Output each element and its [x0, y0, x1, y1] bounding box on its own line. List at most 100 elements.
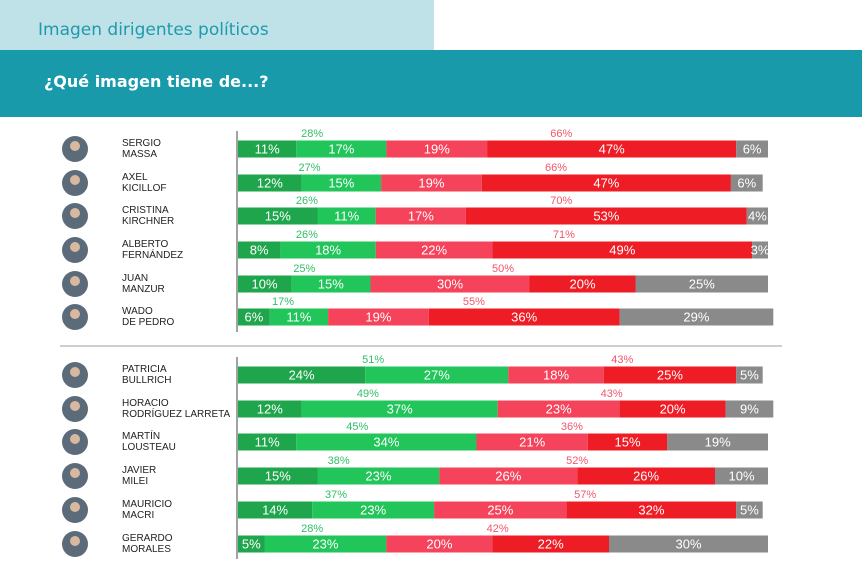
- bar-segment-somewhat-negative: [386, 535, 493, 553]
- negative-total-label: 71%: [553, 229, 575, 241]
- segment-value-label: 23%: [360, 503, 386, 518]
- bar-segment-very-negative: [619, 400, 726, 418]
- segment-value-label: 30%: [675, 537, 701, 552]
- bar-segment-somewhat-negative: [434, 501, 567, 519]
- avatar-face: [70, 242, 80, 252]
- segment-value-label: 10%: [251, 277, 277, 292]
- positive-total-label: 17%: [272, 296, 294, 308]
- bar-segment-positive: [365, 366, 509, 384]
- avatar-face: [70, 141, 80, 151]
- segment-value-label: 22%: [538, 537, 564, 552]
- bar-segment-very-negative: [487, 140, 737, 158]
- bar-segment-very-positive: [238, 275, 291, 293]
- candidate-name: MACRI: [122, 510, 154, 521]
- bar-segment-very-positive: [238, 140, 297, 158]
- positive-total-label: 51%: [362, 354, 384, 366]
- segment-value-label: 26%: [495, 469, 521, 484]
- candidate-name: ALBERTO: [122, 239, 169, 250]
- segment-value-label: 37%: [387, 402, 413, 417]
- bar-segment-somewhat-negative: [508, 366, 604, 384]
- candidate-name: HORACIO: [122, 398, 169, 409]
- bar-segment-positive: [317, 467, 440, 485]
- segment-value-label: 15%: [265, 209, 291, 224]
- avatar-face: [70, 401, 80, 411]
- segment-value-label: 20%: [569, 277, 595, 292]
- bar-segment-very-negative: [465, 207, 747, 225]
- candidate-name: BULLRICH: [122, 375, 171, 386]
- avatar-face: [70, 208, 80, 218]
- segment-value-label: 23%: [312, 537, 338, 552]
- segment-value-label: 24%: [289, 368, 315, 383]
- bar-segment-very-positive: [238, 433, 297, 451]
- bar-segment-very-positive: [238, 241, 281, 259]
- negative-total-label: 43%: [611, 354, 633, 366]
- bar-segment-unknown: [730, 174, 763, 192]
- segment-value-label: 17%: [328, 142, 354, 157]
- positive-total-label: 26%: [296, 195, 318, 207]
- positive-total-label: 37%: [325, 489, 347, 501]
- bar-segment-unknown: [715, 467, 768, 485]
- segment-value-label: 17%: [408, 209, 434, 224]
- segment-value-label: 19%: [424, 142, 450, 157]
- positive-total-label: 28%: [301, 128, 323, 140]
- segment-value-label: 15%: [265, 469, 291, 484]
- positive-total-label: 28%: [301, 523, 323, 535]
- segment-value-label: 34%: [373, 435, 399, 450]
- avatar-face: [70, 175, 80, 185]
- avatar-face: [70, 367, 80, 377]
- segment-value-label: 11%: [286, 310, 311, 325]
- section-tab: Imagen dirigentes políticos: [0, 0, 434, 50]
- positive-total-label: 38%: [328, 455, 350, 467]
- segment-value-label: 3%: [751, 243, 770, 258]
- segment-value-label: 11%: [255, 435, 280, 450]
- segment-value-label: 4%: [748, 209, 767, 224]
- segment-value-label: 11%: [255, 142, 280, 157]
- bar-segment-very-positive: [238, 535, 265, 553]
- positive-total-label: 26%: [296, 229, 318, 241]
- segment-value-label: 36%: [511, 310, 537, 325]
- segment-value-label: 15%: [328, 176, 354, 191]
- segment-value-label: 5%: [740, 368, 759, 383]
- negative-total-label: 66%: [545, 162, 567, 174]
- bar-segment-positive: [301, 174, 382, 192]
- bar-segment-somewhat-negative: [375, 241, 493, 259]
- avatar-face: [70, 434, 80, 444]
- candidate-name: CRISTINA: [122, 205, 169, 216]
- bar-segment-unknown: [736, 366, 763, 384]
- bar-segment-positive: [264, 535, 387, 553]
- bar-segment-unknown: [667, 433, 768, 451]
- positive-total-label: 27%: [299, 162, 321, 174]
- negative-total-label: 52%: [566, 455, 588, 467]
- bar-segment-positive: [317, 207, 376, 225]
- candidate-name: KIRCHNER: [122, 216, 174, 227]
- avatar-face: [70, 468, 80, 478]
- bar-segment-positive: [296, 433, 477, 451]
- segment-value-label: 25%: [487, 503, 513, 518]
- positive-total-label: 45%: [346, 421, 368, 433]
- bar-segment-very-positive: [238, 366, 366, 384]
- segment-value-label: 8%: [250, 243, 269, 258]
- bar-segment-unknown: [746, 207, 768, 225]
- segment-value-label: 26%: [633, 469, 659, 484]
- candidate-name: MARTÍN: [122, 429, 160, 442]
- segment-value-label: 53%: [593, 209, 619, 224]
- bar-segment-very-negative: [603, 366, 737, 384]
- segment-value-label: 11%: [334, 209, 359, 224]
- segment-value-label: 6%: [743, 142, 762, 157]
- bar-segment-unknown: [725, 400, 774, 418]
- positive-total-label: 49%: [357, 388, 379, 400]
- negative-total-label: 42%: [487, 523, 509, 535]
- segment-value-label: 10%: [728, 469, 754, 484]
- question-title: ¿Qué imagen tiene de...?: [44, 72, 269, 91]
- segment-value-label: 30%: [437, 277, 463, 292]
- segment-value-label: 18%: [543, 368, 569, 383]
- candidate-name: MORALES: [122, 544, 171, 555]
- segment-value-label: 12%: [257, 402, 283, 417]
- segment-value-label: 19%: [418, 176, 444, 191]
- avatar-face: [70, 502, 80, 512]
- bar-segment-unknown: [619, 308, 774, 326]
- candidate-name: SERGIO: [122, 138, 161, 149]
- candidate-name: MANZUR: [122, 284, 165, 295]
- segment-value-label: 15%: [318, 277, 344, 292]
- bar-segment-unknown: [609, 535, 768, 553]
